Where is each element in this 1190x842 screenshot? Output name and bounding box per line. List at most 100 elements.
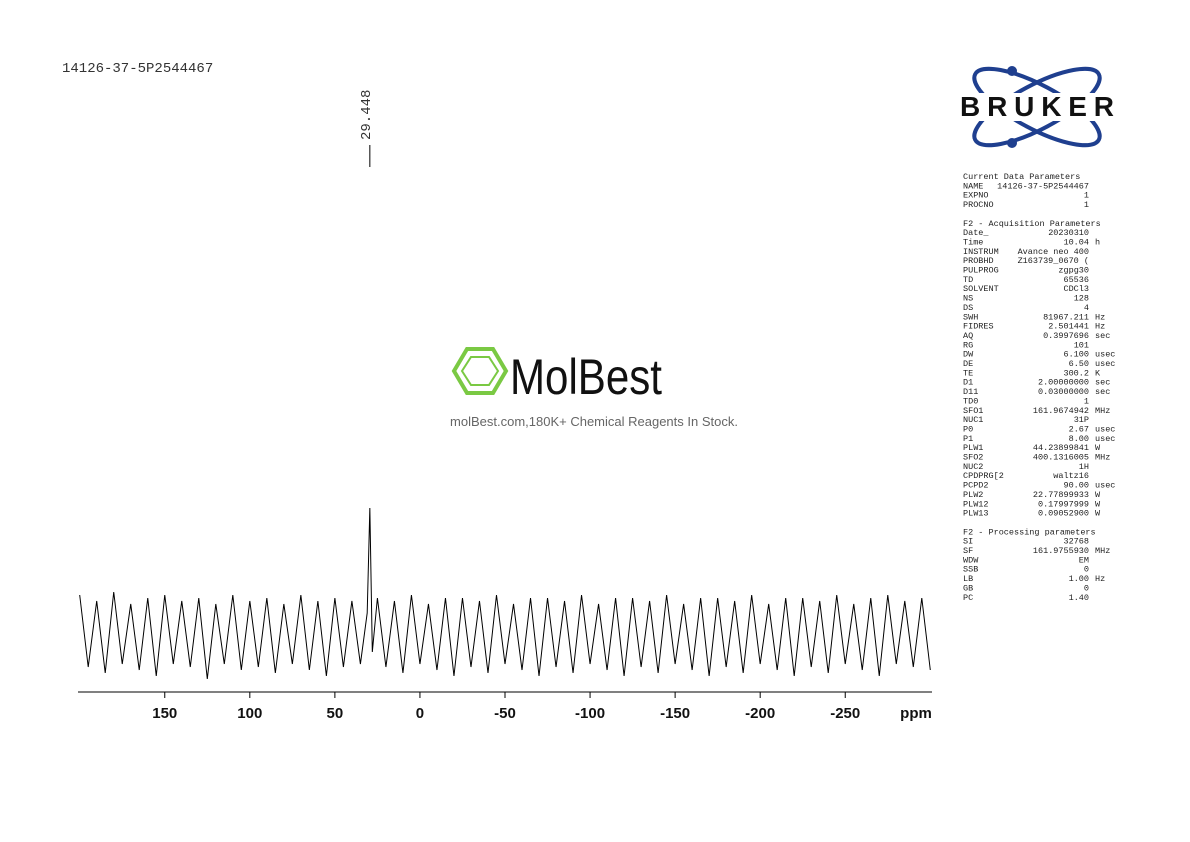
param-name: PLW13 xyxy=(963,509,989,519)
param-name: INSTRUM xyxy=(963,247,999,257)
param-name: TE xyxy=(963,368,973,378)
param-unit: sec xyxy=(1095,387,1110,397)
param-value: 65536 xyxy=(1063,275,1089,285)
peak-label: 29.448 xyxy=(359,90,375,140)
param-value: 10.04 xyxy=(1063,237,1089,247)
param-value: 1 xyxy=(1084,191,1089,201)
param-value: Avance neo 400 xyxy=(1018,247,1089,257)
param-name: Date_ xyxy=(963,228,989,238)
logo-dot xyxy=(1007,138,1017,148)
param-name: FIDRES xyxy=(963,322,994,332)
param-value: 0.17997999 xyxy=(1038,499,1089,509)
param-name: SFO1 xyxy=(963,406,983,416)
param-unit: usec xyxy=(1095,359,1115,369)
param-name: P0 xyxy=(963,424,973,434)
param-unit: Hz xyxy=(1095,574,1105,584)
param-value: waltz16 xyxy=(1053,471,1089,481)
logo-orbit xyxy=(972,66,1102,148)
param-value: 0.03000000 xyxy=(1038,387,1089,397)
param-unit: sec xyxy=(1095,331,1110,341)
x-tick-label: -200 xyxy=(745,705,775,722)
param-value: 31P xyxy=(1074,415,1089,425)
param-value: 20230310 xyxy=(1048,228,1089,238)
param-name: SFO2 xyxy=(963,453,983,463)
param-value: 6.100 xyxy=(1063,350,1089,360)
param-value: 1.00 xyxy=(1069,574,1089,584)
param-value: 1.40 xyxy=(1069,593,1089,603)
param-name: TD0 xyxy=(963,396,978,406)
param-group-title: F2 - Processing parameters xyxy=(963,527,1096,537)
watermark: MolBest molBest.com,180K+ Chemical Reage… xyxy=(450,347,738,429)
x-axis-label: ppm xyxy=(900,705,932,722)
x-tick-label: 150 xyxy=(152,705,177,722)
spectrum-line xyxy=(79,507,931,680)
param-name: NUC1 xyxy=(963,415,983,425)
param-unit: h xyxy=(1095,237,1100,247)
watermark-ring xyxy=(460,356,500,386)
x-tick-label: -150 xyxy=(660,705,690,722)
param-name: NAME xyxy=(963,181,983,191)
param-name: SI xyxy=(963,537,973,547)
bruker-logo: BRUKER xyxy=(958,66,1116,148)
param-name: PROBHD xyxy=(963,256,994,266)
param-value: 400.1316005 xyxy=(1033,453,1089,463)
param-name: SF xyxy=(963,546,973,556)
param-unit: W xyxy=(1095,499,1101,509)
param-value: 101 xyxy=(1074,340,1089,350)
param-value: 0.3997696 xyxy=(1043,331,1089,341)
param-unit: Hz xyxy=(1095,322,1105,332)
sample-name: 14126-37-5P2544467 xyxy=(62,61,213,77)
param-name: SOLVENT xyxy=(963,284,999,294)
param-unit: MHz xyxy=(1095,546,1110,556)
param-name: TD xyxy=(963,275,973,285)
param-value: Z163739_0670 ( xyxy=(1018,256,1089,266)
param-value: 4 xyxy=(1084,303,1089,313)
param-name: NUC2 xyxy=(963,462,983,472)
param-name: LB xyxy=(963,574,973,584)
param-value: 1 xyxy=(1084,396,1089,406)
watermark-hexagon xyxy=(451,347,509,395)
param-unit: Hz xyxy=(1095,312,1105,322)
param-name: SWH xyxy=(963,312,978,322)
param-unit: usec xyxy=(1095,424,1115,434)
param-value: 0 xyxy=(1084,583,1089,593)
param-unit: MHz xyxy=(1095,453,1110,463)
x-tick-label: -250 xyxy=(830,705,860,722)
param-value: 300.2 xyxy=(1063,368,1089,378)
param-unit: MHz xyxy=(1095,406,1110,416)
param-name: NS xyxy=(963,294,973,304)
param-value: 32768 xyxy=(1063,537,1089,547)
param-name: AQ xyxy=(963,331,973,341)
logo-dot xyxy=(1007,66,1017,76)
param-value: CDCl3 xyxy=(1063,284,1089,294)
logo-orbit xyxy=(972,66,1102,148)
param-value: 2.00000000 xyxy=(1038,378,1089,388)
param-value: 161.9674942 xyxy=(1033,406,1089,416)
param-name: D1 xyxy=(963,378,973,388)
param-name: PCPD2 xyxy=(963,481,989,491)
param-value: 128 xyxy=(1074,294,1089,304)
logo-backdrop xyxy=(958,93,1116,121)
param-group-title: F2 - Acquisition Parameters xyxy=(963,219,1101,229)
param-value: 0 xyxy=(1084,565,1089,575)
param-unit: W xyxy=(1095,490,1101,500)
param-name: D11 xyxy=(963,387,978,397)
param-value: 8.00 xyxy=(1069,434,1089,444)
param-value: 90.00 xyxy=(1063,481,1089,491)
param-unit: W xyxy=(1095,443,1101,453)
param-name: RG xyxy=(963,340,973,350)
param-value: 1 xyxy=(1084,200,1089,210)
param-name: PROCNO xyxy=(963,200,994,210)
x-tick-label: -50 xyxy=(494,705,516,722)
param-name: DW xyxy=(963,350,974,360)
param-name: SSB xyxy=(963,565,978,575)
x-tick-label: 0 xyxy=(416,705,424,722)
param-name: DS xyxy=(963,303,973,313)
param-value: EM xyxy=(1079,555,1089,565)
param-group-title: Current Data Parameters xyxy=(963,172,1080,182)
param-value: 161.9755930 xyxy=(1033,546,1089,556)
watermark-brand: MolBest xyxy=(510,349,662,405)
param-value: 81967.211 xyxy=(1043,312,1089,322)
param-name: EXPNO xyxy=(963,191,989,201)
